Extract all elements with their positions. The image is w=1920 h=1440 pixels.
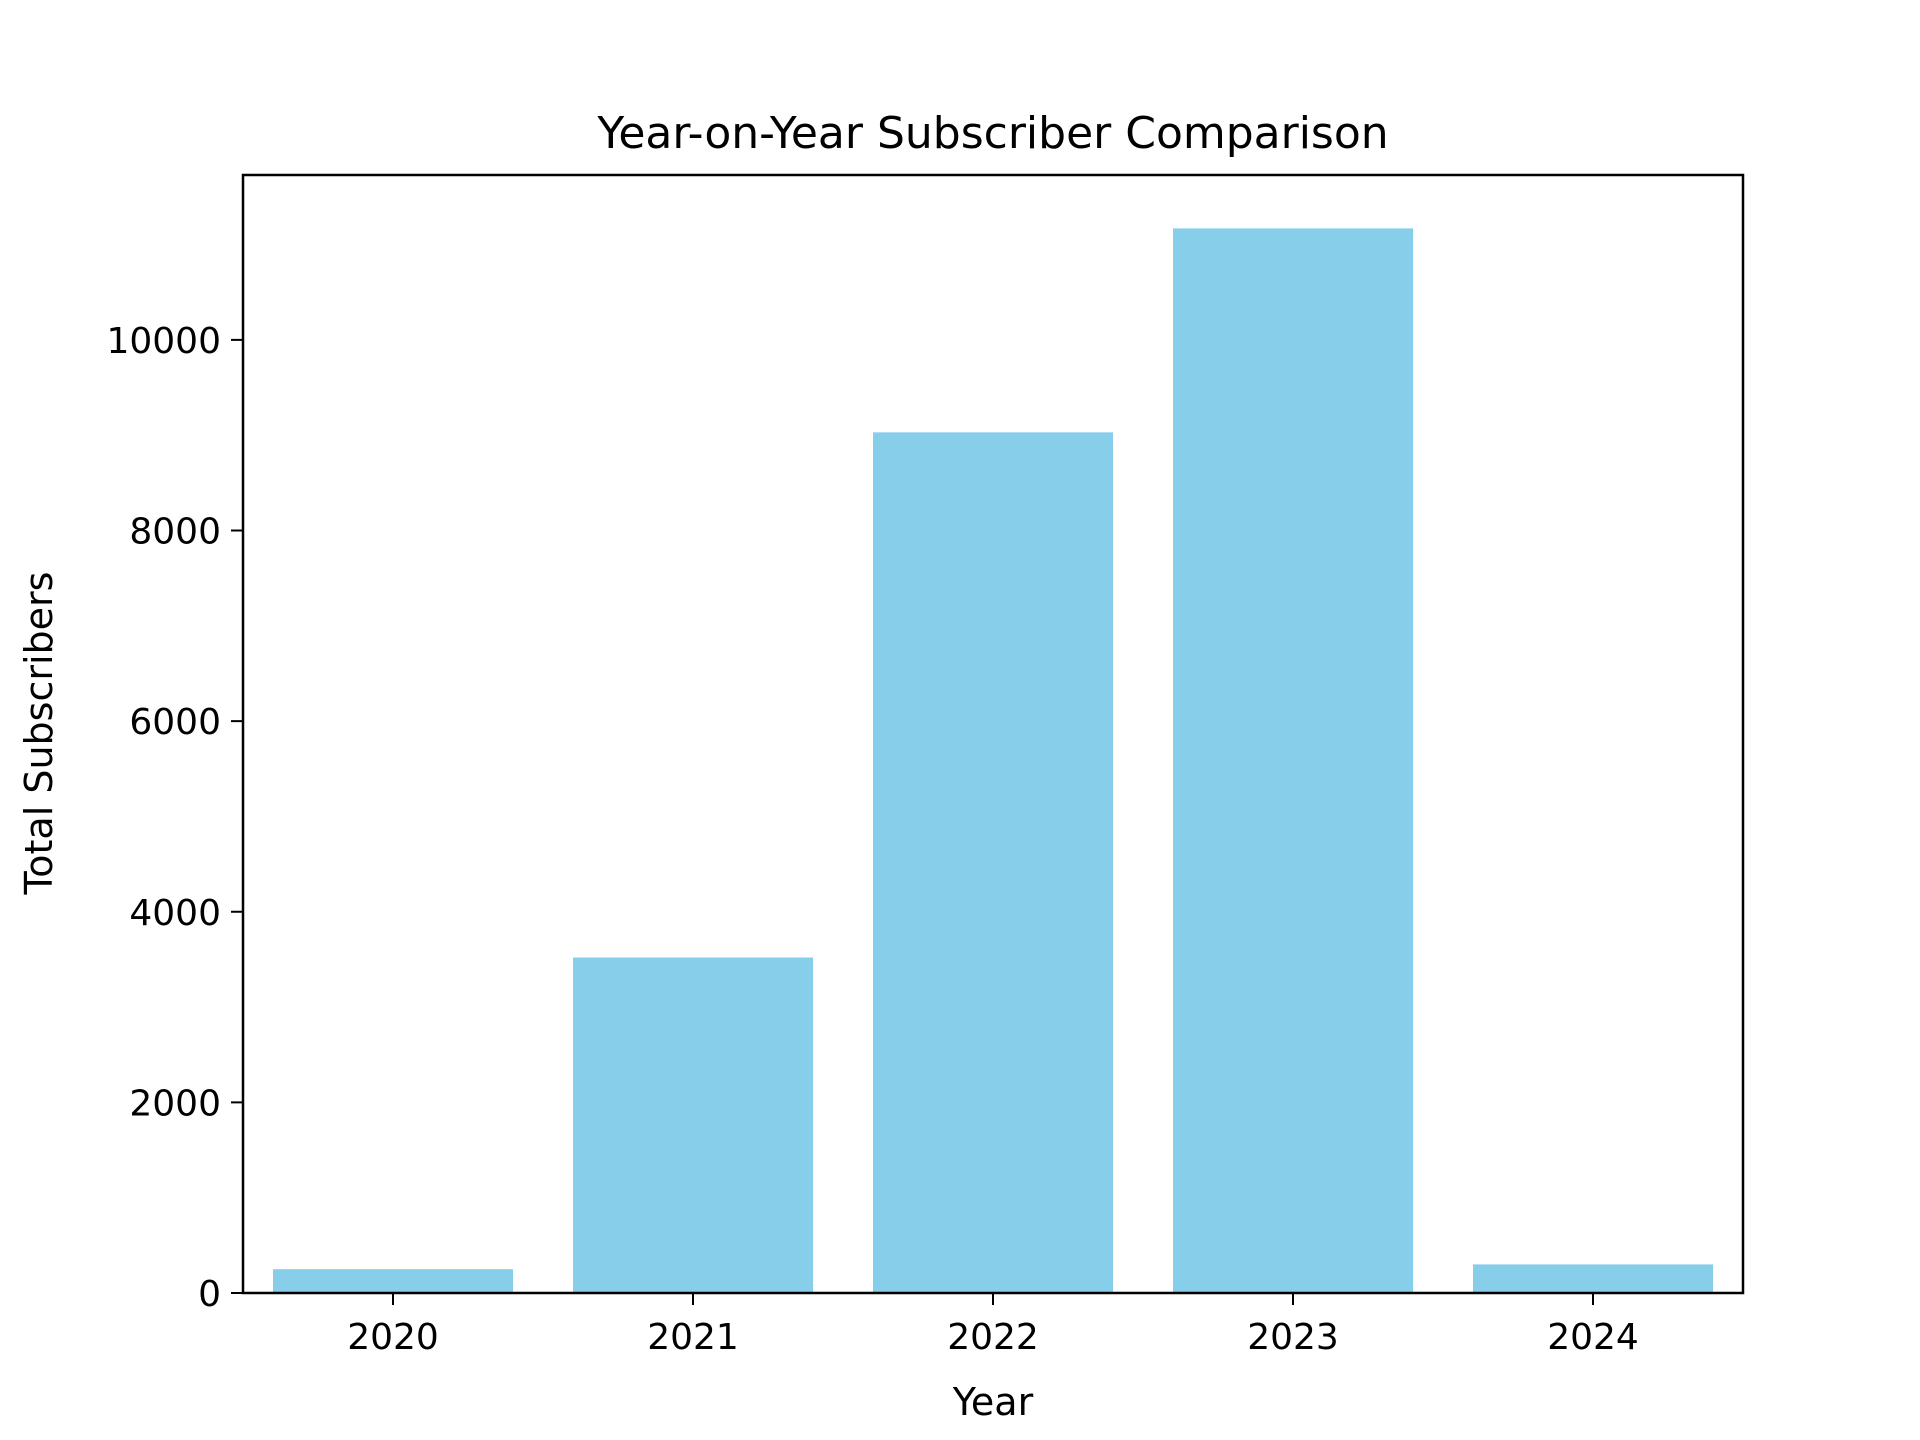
y-axis-ticks: 0 2000 4000 6000 8000 10000 <box>106 321 243 1315</box>
bar-2022 <box>873 432 1113 1293</box>
x-tick-label: 2023 <box>1247 1317 1339 1358</box>
x-tick-label: 2021 <box>647 1317 739 1358</box>
bar-2024 <box>1473 1264 1713 1293</box>
plot-frame <box>241 173 1745 1295</box>
x-axis-label: Year <box>952 1380 1034 1424</box>
bar-2021 <box>573 957 813 1293</box>
bars-group <box>273 228 1713 1293</box>
x-tick-label: 2024 <box>1547 1317 1639 1358</box>
y-tick-label: 8000 <box>129 512 221 553</box>
bar-2023 <box>1173 228 1413 1293</box>
y-axis-label: Total Subscribers <box>17 572 61 896</box>
y-tick-label: 0 <box>198 1274 221 1315</box>
y-tick-label: 4000 <box>129 893 221 934</box>
x-tick-label: 2022 <box>947 1317 1039 1358</box>
x-axis-ticks: 2020 2021 2022 2023 2024 <box>347 1293 1639 1358</box>
bar-2020 <box>273 1269 513 1293</box>
chart-title: Year-on-Year Subscriber Comparison <box>596 108 1388 159</box>
x-tick-label: 2020 <box>347 1317 439 1358</box>
y-tick-label: 2000 <box>129 1083 221 1124</box>
y-tick-label: 10000 <box>106 321 221 362</box>
y-tick-label: 6000 <box>129 702 221 743</box>
